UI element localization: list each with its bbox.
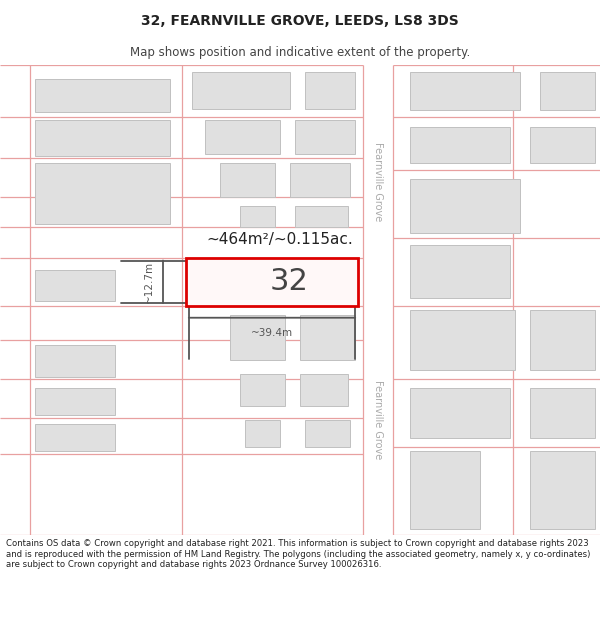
Bar [35, 424, 115, 451]
Text: ~12.7m: ~12.7m [144, 261, 154, 303]
Bar [245, 419, 280, 447]
Text: Map shows position and indicative extent of the property.: Map shows position and indicative extent… [130, 46, 470, 59]
Bar [410, 388, 510, 438]
Bar [295, 206, 348, 227]
Bar [410, 311, 515, 369]
Bar [192, 72, 290, 109]
Bar [300, 315, 355, 361]
Text: 32: 32 [270, 268, 308, 296]
Text: 32, FEARNVILLE GROVE, LEEDS, LS8 3DS: 32, FEARNVILLE GROVE, LEEDS, LS8 3DS [141, 14, 459, 28]
Bar [410, 451, 480, 529]
Bar [540, 72, 595, 111]
Text: Contains OS data © Crown copyright and database right 2021. This information is : Contains OS data © Crown copyright and d… [6, 539, 590, 569]
Bar [205, 119, 280, 154]
Bar [410, 179, 520, 233]
Text: ~39.4m: ~39.4m [251, 328, 293, 338]
Bar [300, 374, 348, 406]
Bar [186, 258, 358, 306]
Bar [410, 245, 510, 298]
Bar [530, 311, 595, 369]
Text: ~464m²/~0.115ac.: ~464m²/~0.115ac. [206, 232, 353, 247]
Bar [240, 206, 275, 227]
Bar [35, 388, 115, 415]
Bar [35, 345, 115, 377]
Bar [220, 163, 275, 197]
Bar [35, 119, 170, 156]
Bar [35, 269, 115, 301]
Bar [530, 388, 595, 438]
Bar [35, 79, 170, 112]
Bar [410, 127, 510, 163]
Bar [305, 419, 350, 447]
Bar [530, 451, 595, 529]
Bar [230, 315, 285, 361]
Bar [410, 72, 520, 111]
Text: Fearnville Grove: Fearnville Grove [373, 380, 383, 459]
Bar [530, 127, 595, 163]
Bar [220, 267, 265, 292]
Bar [240, 374, 285, 406]
Bar [295, 119, 355, 154]
Text: Fearnville Grove: Fearnville Grove [373, 142, 383, 221]
Bar [305, 72, 355, 109]
Bar [290, 163, 350, 197]
Bar [35, 163, 170, 224]
